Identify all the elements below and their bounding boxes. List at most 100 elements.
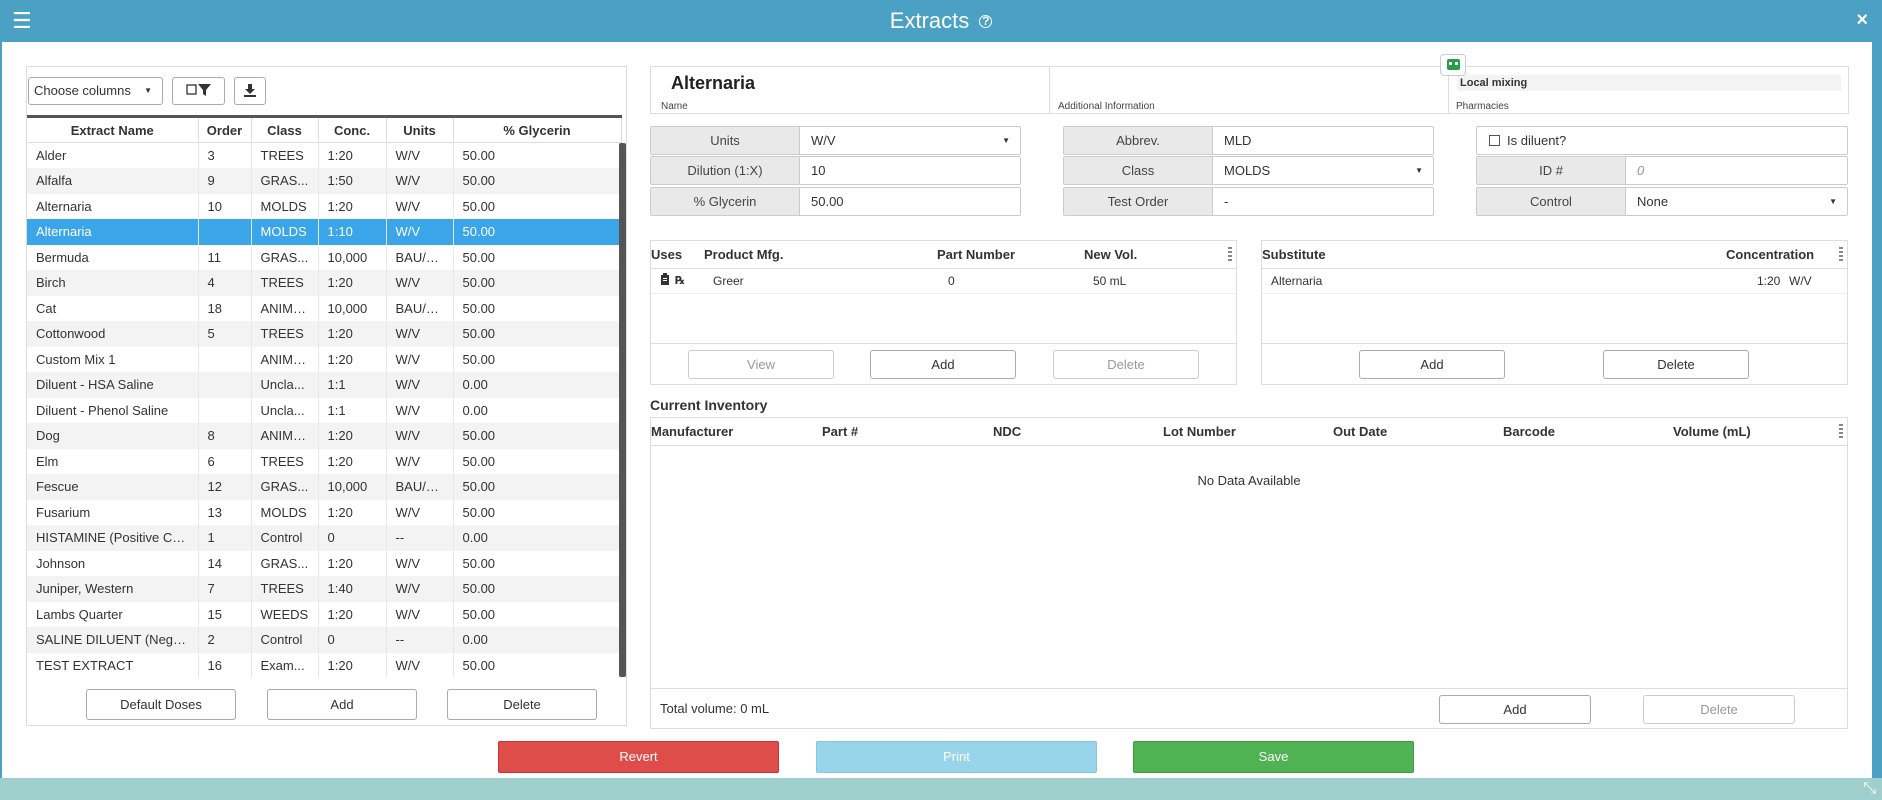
delete-extract-button[interactable]: Delete bbox=[447, 689, 597, 720]
table-row[interactable]: Fusarium 13 MOLDS 1:20 W/V 50.00 bbox=[27, 499, 622, 525]
column-header[interactable]: % Glycerin bbox=[453, 115, 622, 143]
is-diluent-checkbox[interactable]: Is diluent? bbox=[1476, 126, 1848, 155]
revert-button[interactable]: Revert bbox=[498, 741, 779, 773]
extract-list-panel: Choose columns ▼ Extract Name Order bbox=[26, 66, 627, 726]
pharmacy-chip[interactable]: Local mixing bbox=[1457, 75, 1841, 91]
grid-scrollbar[interactable] bbox=[619, 143, 626, 677]
table-cell: 1:1 bbox=[318, 372, 387, 398]
checkbox-icon[interactable] bbox=[1489, 135, 1500, 146]
column-header[interactable]: New Vol. bbox=[1084, 247, 1138, 262]
units-select[interactable]: Units W/V ▼ bbox=[650, 126, 1021, 155]
column-header[interactable]: NDC bbox=[993, 424, 1022, 439]
table-cell: 1:20 bbox=[318, 499, 387, 525]
delete-substitute-button[interactable]: Delete bbox=[1603, 350, 1749, 379]
delete-product-button[interactable]: Delete bbox=[1053, 350, 1199, 379]
column-header[interactable]: Conc. bbox=[318, 115, 387, 143]
resize-icon[interactable]: ⤡ bbox=[1863, 780, 1876, 797]
column-header[interactable]: Extract Name bbox=[27, 115, 199, 143]
column-header[interactable]: Part Number bbox=[937, 247, 1016, 262]
table-row[interactable]: Johnson 14 GRAS... 1:20 W/V 50.00 bbox=[27, 550, 622, 576]
table-cell: TREES bbox=[251, 142, 319, 168]
column-header[interactable]: Manufacturer bbox=[651, 424, 734, 439]
table-cell: 2 bbox=[198, 627, 252, 653]
choose-columns-dropdown[interactable]: Choose columns ▼ bbox=[28, 77, 163, 105]
footer-bar: ⤡ bbox=[0, 778, 1882, 800]
table-row[interactable]: Alder 3 TREES 1:20 W/V 50.00 bbox=[27, 142, 622, 168]
column-header[interactable]: Uses bbox=[651, 247, 683, 262]
add-product-button[interactable]: Add bbox=[870, 350, 1016, 379]
prescription-icon[interactable]: ℞ bbox=[675, 275, 685, 287]
table-row[interactable]: Diluent - Phenol Saline Uncla... 1:1 W/V 0.0… bbox=[27, 397, 622, 423]
table-cell: TREES bbox=[251, 321, 319, 347]
add-substitute-button[interactable]: Add bbox=[1359, 350, 1505, 379]
table-row[interactable]: Alternaria 10 MOLDS 1:20 W/V 50.00 bbox=[27, 193, 622, 219]
table-row[interactable]: Birch 4 TREES 1:20 W/V 50.00 bbox=[27, 270, 622, 296]
table-row[interactable]: Dog 8 ANIMAL 1:20 W/V 50.00 bbox=[27, 423, 622, 449]
extract-grid: Extract Name Order Class Conc. Units % G… bbox=[27, 115, 622, 678]
table-row[interactable]: Lambs Quarter 15 WEEDS 1:20 W/V 50.00 bbox=[27, 601, 622, 627]
save-button[interactable]: Save bbox=[1133, 741, 1414, 773]
delete-inventory-button[interactable]: Delete bbox=[1643, 695, 1795, 724]
column-header[interactable]: Class bbox=[251, 115, 319, 143]
table-row[interactable]: Cat 18 ANIMAL 10,000 BAU/mL 50.00 bbox=[27, 295, 622, 321]
substitute-row[interactable]: Alternaria 1:20 W/V bbox=[1262, 269, 1847, 294]
table-row[interactable]: Fescue 12 GRAS... 10,000 BAU/mL 50.00 bbox=[27, 474, 622, 500]
table-row[interactable]: TEST EXTRACT 16 Exam... 1:20 W/V 50.00 bbox=[27, 652, 622, 678]
column-header[interactable]: Volume (mL) bbox=[1673, 424, 1751, 439]
table-row[interactable]: Cottonwood 5 TREES 1:20 W/V 50.00 bbox=[27, 321, 622, 347]
table-row[interactable]: Alternaria MOLDS 1:10 W/V 50.00 bbox=[27, 219, 622, 245]
table-cell: Dog bbox=[27, 423, 199, 449]
column-header[interactable]: Substitute bbox=[1262, 247, 1326, 262]
pharmacies-field[interactable]: Local mixing Pharmacies bbox=[1449, 66, 1849, 114]
table-row[interactable]: Alfalfa 9 GRAS... 1:50 W/V 50.00 bbox=[27, 168, 622, 194]
table-row[interactable]: Bermuda 11 GRAS... 10,000 BAU/mL 50.00 bbox=[27, 244, 622, 270]
export-button[interactable] bbox=[234, 77, 266, 105]
dilution-input[interactable]: Dilution (1:X) 10 bbox=[650, 156, 1021, 185]
help-icon[interactable]: ? bbox=[979, 15, 993, 28]
column-menu-icon[interactable] bbox=[1839, 424, 1843, 438]
column-header[interactable]: Lot Number bbox=[1163, 424, 1236, 439]
id-number-input[interactable]: ID # 0 bbox=[1476, 156, 1848, 185]
units-label: Units bbox=[651, 127, 800, 154]
table-row[interactable]: SALINE DILUENT (Negat... 2 Control 0 -- 0.00 bbox=[27, 627, 622, 653]
glycerin-input[interactable]: % Glycerin 50.00 bbox=[650, 187, 1021, 216]
robot-icon[interactable] bbox=[1440, 54, 1466, 76]
view-product-button[interactable]: View bbox=[688, 350, 834, 379]
table-cell: 50.00 bbox=[453, 168, 622, 194]
column-header[interactable]: Out Date bbox=[1333, 424, 1388, 439]
add-inventory-button[interactable]: Add bbox=[1439, 695, 1591, 724]
class-select[interactable]: Class MOLDS ▼ bbox=[1063, 156, 1434, 185]
column-header[interactable]: Units bbox=[386, 115, 454, 143]
test-order-input[interactable]: Test Order - bbox=[1063, 187, 1434, 216]
column-header[interactable]: Product Mfg. bbox=[704, 247, 784, 262]
table-row[interactable]: Diluent - HSA Saline Uncla... 1:1 W/V 0.00 bbox=[27, 372, 622, 398]
additional-info-field[interactable]: Additional Information bbox=[1049, 66, 1449, 114]
table-cell: Fescue bbox=[27, 474, 199, 500]
column-menu-icon[interactable] bbox=[1839, 247, 1843, 261]
table-cell: ANIMAL bbox=[251, 295, 319, 321]
table-row[interactable]: Elm 6 TREES 1:20 W/V 50.00 bbox=[27, 448, 622, 474]
window-right-border bbox=[1872, 42, 1882, 778]
column-menu-icon[interactable] bbox=[1228, 247, 1232, 261]
column-header[interactable]: Part # bbox=[822, 424, 859, 439]
product-row[interactable]: ℞ Greer 0 50 mL bbox=[651, 269, 1236, 294]
column-header[interactable]: Order bbox=[198, 115, 252, 143]
print-button[interactable]: Print bbox=[816, 741, 1097, 773]
filter-toggle-button[interactable] bbox=[172, 77, 225, 105]
grid-body: Alder 3 TREES 1:20 W/V 50.00 Alfalfa 9 GRAS... 1:… bbox=[27, 142, 622, 678]
chevron-down-icon: ▼ bbox=[1002, 136, 1010, 145]
close-icon[interactable]: × bbox=[1856, 9, 1868, 31]
abbrev-input[interactable]: Abbrev. MLD bbox=[1063, 126, 1434, 155]
clipboard-icon[interactable] bbox=[660, 273, 670, 288]
default-doses-button[interactable]: Default Doses bbox=[86, 689, 236, 720]
table-row[interactable]: Juniper, Western 7 TREES 1:40 W/V 50.00 bbox=[27, 576, 622, 602]
column-header[interactable]: Concentration bbox=[1726, 247, 1815, 262]
column-header[interactable]: Barcode bbox=[1503, 424, 1556, 439]
name-field[interactable]: Alternaria Name bbox=[650, 66, 1050, 114]
table-row[interactable]: HISTAMINE (Positive Co... 1 Control 0 -- 0.00 bbox=[27, 525, 622, 551]
hamburger-menu-icon[interactable]: ☰ bbox=[12, 8, 32, 33]
table-row[interactable]: Custom Mix 1 ANIMAL 1:20 W/V 50.00 bbox=[27, 346, 622, 372]
add-extract-button[interactable]: Add bbox=[267, 689, 417, 720]
control-select[interactable]: Control None ▼ bbox=[1476, 187, 1848, 216]
table-cell: W/V bbox=[386, 423, 454, 449]
